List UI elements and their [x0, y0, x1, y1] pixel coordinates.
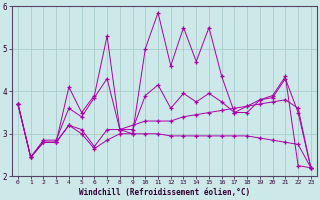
X-axis label: Windchill (Refroidissement éolien,°C): Windchill (Refroidissement éolien,°C) — [79, 188, 250, 197]
